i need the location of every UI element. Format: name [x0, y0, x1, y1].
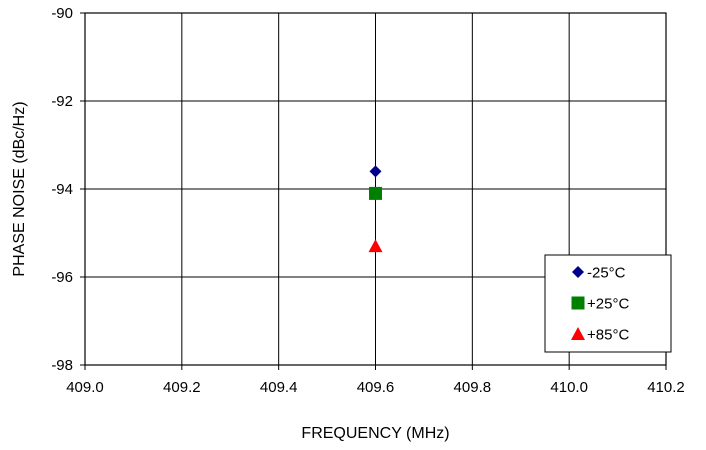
x-tick-label: 410.0: [550, 379, 588, 396]
x-tick-label: 410.2: [647, 379, 685, 396]
legend-label-3: +85°C: [587, 327, 629, 344]
data-point-1: [369, 165, 382, 178]
x-tick-label: 409.8: [454, 379, 492, 396]
axis-titles: FREQUENCY (MHz) PHASE NOISE (dBc/Hz): [11, 101, 450, 442]
legend-marker-1: [572, 266, 584, 278]
data-point-2: [369, 186, 382, 200]
x-tick-label: 409.4: [260, 379, 298, 396]
legend-marker-3: [571, 327, 585, 340]
x-tick-label: 409.2: [163, 379, 201, 396]
data-point-3: [368, 239, 383, 253]
y-tick-label: -90: [51, 5, 73, 22]
x-axis-title: FREQUENCY (MHz): [301, 425, 449, 442]
y-tick-label: -94: [51, 181, 73, 198]
tick-labels: 409.0 409.2 409.4 409.6 409.8 410.0 410.2 -98 -9…: [51, 5, 684, 396]
legend-box: [544, 254, 672, 353]
y-tick-label: -98: [51, 357, 73, 374]
legend-label-2: +25°C: [587, 296, 629, 313]
y-axis-title: PHASE NOISE (dBc/Hz): [11, 101, 28, 276]
x-tick-label: 409.6: [357, 379, 395, 396]
data-markers: [368, 165, 383, 253]
x-tick-label: 409.0: [66, 379, 104, 396]
legend-marker-2: [571, 296, 585, 310]
legend: -25°C +25°C +85°C: [544, 254, 672, 353]
legend-label-1: -25°C: [587, 265, 626, 282]
y-tick-label: -92: [51, 93, 73, 110]
y-tick-label: -96: [51, 269, 73, 286]
